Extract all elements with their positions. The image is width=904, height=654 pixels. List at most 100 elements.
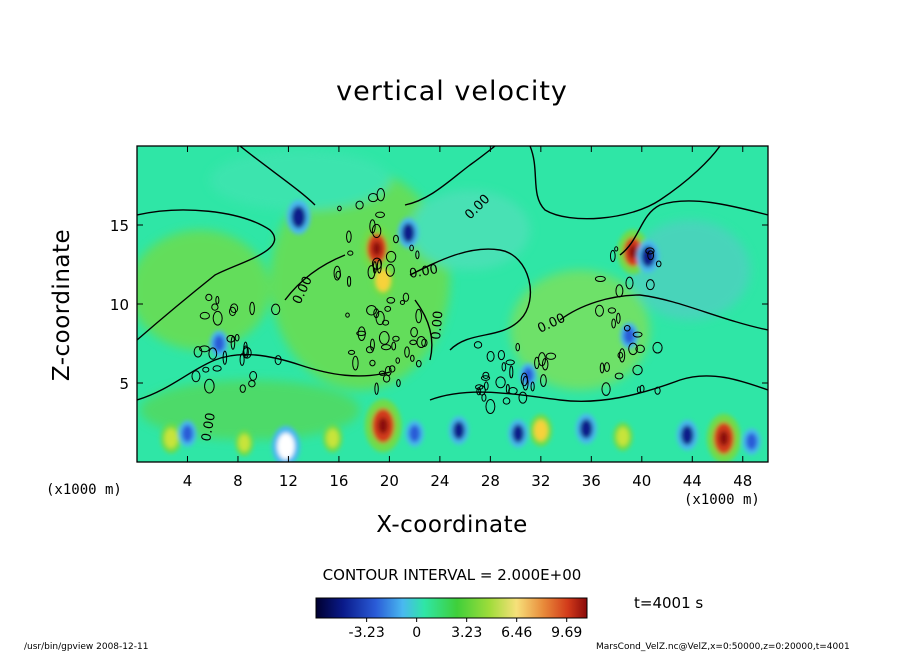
cell-core [512, 424, 525, 443]
small-contour [395, 357, 401, 364]
small-contour [614, 246, 619, 252]
small-contour [497, 349, 506, 361]
x-axis-label: X-coordinate [376, 512, 528, 538]
small-contour [367, 265, 376, 280]
small-contour [628, 342, 638, 356]
small-contour [595, 304, 604, 317]
small-contour [623, 324, 631, 332]
small-contour [480, 375, 491, 381]
cell-core [409, 425, 421, 443]
small-contour [619, 348, 626, 363]
cell-core [534, 419, 548, 441]
small-contour [274, 355, 282, 366]
x-tick-label: 32 [531, 472, 550, 490]
small-contour [604, 362, 610, 373]
small-contour [508, 387, 518, 395]
cell-core [616, 427, 629, 446]
small-contour [202, 366, 210, 373]
small-contour [509, 365, 514, 379]
small-contour [540, 374, 547, 387]
field-region [140, 380, 360, 440]
field-region [210, 150, 390, 210]
small-contour [345, 312, 350, 318]
small-contour [230, 336, 236, 350]
contour-interval: CONTOUR INTERVAL = 2.000E+00 [322, 566, 582, 584]
cell-peak [628, 244, 638, 259]
small-contour [483, 381, 489, 391]
small-contour [366, 304, 377, 316]
small-contour [482, 371, 490, 379]
small-contour [611, 318, 616, 329]
small-contour [384, 305, 392, 312]
small-contour [193, 346, 203, 358]
small-contour [370, 338, 375, 351]
small-contour [655, 260, 662, 268]
small-contour [594, 275, 606, 283]
contour-line [559, 294, 768, 331]
small-contour [522, 376, 529, 391]
footer-source: MarsCond_VelZ.nc@VelZ,x=0:50000,z=0:2000… [596, 642, 850, 652]
cell-core [238, 434, 250, 452]
x-unit-left: (x1000 m) [46, 482, 122, 498]
small-contour [632, 331, 643, 338]
x-axis: 4 8 12 16 20 24 28 32 36 40 44 48 [183, 146, 752, 490]
velocity-cells [160, 199, 761, 462]
cell-peak [282, 439, 290, 453]
small-contour [485, 399, 496, 414]
small-contour [337, 205, 342, 212]
small-contour [415, 250, 420, 260]
small-contour [249, 301, 255, 316]
small-contour [205, 293, 213, 302]
cell-peak [372, 241, 382, 256]
small-contour [388, 365, 396, 373]
small-contour [609, 249, 616, 263]
cell-core [401, 223, 415, 243]
field-region [630, 220, 750, 320]
small-contour [476, 387, 482, 396]
cell-core [164, 428, 178, 449]
small-contour [410, 354, 415, 362]
small-contour [495, 376, 506, 389]
small-contour [421, 338, 428, 347]
small-contour [371, 223, 382, 239]
contour-line [414, 299, 433, 361]
small-contour [355, 200, 364, 210]
small-contour [402, 292, 410, 302]
x-tick-label: 44 [683, 472, 702, 490]
small-contour [505, 359, 515, 366]
small-contour [396, 379, 401, 388]
small-contour [541, 358, 549, 371]
small-contour [545, 352, 557, 360]
small-contour [404, 346, 410, 358]
small-contour [486, 350, 495, 362]
contour-line [409, 248, 532, 351]
small-contour [410, 327, 418, 338]
y-tick-label: 15 [110, 217, 129, 235]
small-contour [234, 334, 240, 342]
cell-core [680, 425, 694, 446]
small-contour [616, 312, 621, 324]
small-contour [199, 345, 210, 353]
x-tick-label: 48 [733, 472, 752, 490]
small-contour [502, 397, 511, 405]
cell-core [523, 367, 534, 383]
x-tick-label: 28 [481, 472, 500, 490]
colorbar-tick-label: 3.23 [451, 625, 482, 641]
small-contour [607, 307, 617, 314]
cell-core [181, 425, 193, 443]
small-contour [530, 381, 535, 392]
small-contour [386, 296, 396, 304]
colorbar-tick-label: 6.46 [501, 625, 532, 641]
small-contour [371, 257, 383, 270]
small-contour [226, 334, 236, 343]
small-contour [520, 372, 528, 387]
small-contour [204, 378, 215, 394]
contour-line [529, 146, 721, 220]
contour-label: 0.00 [408, 262, 439, 282]
field-layer: 0.00 0.00 0.00 0.00 0.00 0.00 [137, 146, 768, 462]
footer-program: /usr/bin/gpview 2008-12-11 [24, 642, 149, 652]
small-contour [222, 350, 228, 365]
contour-line [429, 375, 768, 402]
small-contour [615, 284, 624, 298]
